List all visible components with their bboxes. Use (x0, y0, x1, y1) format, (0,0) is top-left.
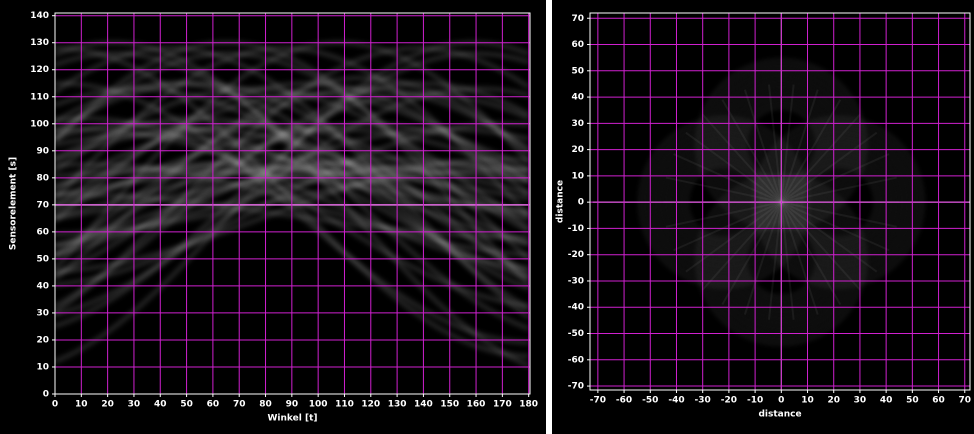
y-tick-label: 30 (571, 119, 584, 129)
y-tick-label: 20 (36, 335, 49, 345)
y-tick-label: 60 (36, 227, 49, 237)
y-tick-label: 130 (30, 38, 49, 48)
y-tick-label: 10 (571, 171, 584, 181)
x-axis-label: distance (758, 410, 801, 420)
y-axis-label: Sensorelement [s] (9, 157, 19, 250)
x-tick-label: 140 (414, 400, 433, 410)
x-tick-label: 100 (309, 400, 328, 410)
x-tick-label: 90 (286, 400, 299, 410)
y-tick-label: 40 (36, 281, 49, 291)
x-tick-label: 20 (101, 400, 114, 410)
x-tick-label: 30 (854, 396, 867, 406)
x-tick-label: -50 (642, 396, 658, 406)
x-tick-label: 170 (493, 400, 512, 410)
x-tick-label: 20 (827, 396, 840, 406)
y-tick-label: -60 (568, 355, 584, 365)
y-tick-label: 50 (36, 254, 49, 264)
x-tick-label: 150 (440, 400, 459, 410)
x-tick-label: 40 (880, 396, 893, 406)
y-tick-label: 110 (30, 92, 49, 102)
x-tick-label: 60 (932, 396, 945, 406)
y-tick-label: 10 (36, 362, 49, 372)
y-tick-label: -70 (568, 382, 584, 392)
x-tick-label: 50 (180, 400, 193, 410)
x-tick-label: 0 (778, 396, 784, 406)
y-tick-label: -50 (568, 329, 584, 339)
x-tick-label: 50 (906, 396, 919, 406)
x-tick-label: -30 (695, 396, 711, 406)
y-tick-label: 0 (578, 198, 584, 208)
y-tick-label: 30 (36, 308, 49, 318)
x-tick-label: 110 (335, 400, 354, 410)
y-tick-label: 20 (571, 145, 584, 155)
x-tick-label: 180 (519, 400, 538, 410)
y-tick-label: 140 (30, 11, 49, 21)
page: {"chart_data":[ {"type":"image","xlabel"… (0, 0, 974, 434)
x-tick-label: 10 (75, 400, 88, 410)
x-tick-label: -20 (721, 396, 737, 406)
y-tick-label: 60 (571, 40, 584, 50)
y-tick-label: 100 (30, 119, 49, 129)
x-tick-label: -70 (590, 396, 606, 406)
y-tick-label: 120 (30, 65, 49, 75)
x-tick-label: -10 (747, 396, 763, 406)
x-tick-label: -60 (616, 396, 632, 406)
y-tick-label: 0 (43, 390, 49, 400)
y-tick-label: -20 (568, 250, 584, 260)
screen: 0102030405060708090100110120130140150160… (0, 0, 974, 434)
y-tick-label: 70 (571, 14, 584, 24)
x-tick-label: 120 (361, 400, 380, 410)
x-tick-label: 70 (958, 396, 971, 406)
y-tick-label: 50 (571, 66, 584, 76)
x-tick-label: 130 (388, 400, 407, 410)
x-tick-label: 10 (801, 396, 814, 406)
x-tick-label: 40 (154, 400, 167, 410)
x-tick-label: -40 (668, 396, 684, 406)
x-tick-label: 60 (207, 400, 220, 410)
y-tick-label: 80 (36, 173, 49, 183)
x-tick-label: 70 (233, 400, 246, 410)
y-tick-label: -40 (568, 303, 584, 313)
y-tick-label: 90 (36, 146, 49, 156)
y-tick-label: -10 (568, 224, 584, 234)
y-axis-label: distance (556, 180, 566, 223)
y-tick-label: 40 (571, 93, 584, 103)
x-tick-label: 160 (467, 400, 486, 410)
x-tick-label: 30 (128, 400, 141, 410)
x-axis-label: Winkel [t] (267, 414, 317, 424)
y-tick-label: 70 (36, 200, 49, 210)
y-tick-label: -30 (568, 276, 584, 286)
x-tick-label: 0 (52, 400, 58, 410)
x-tick-label: 80 (259, 400, 272, 410)
